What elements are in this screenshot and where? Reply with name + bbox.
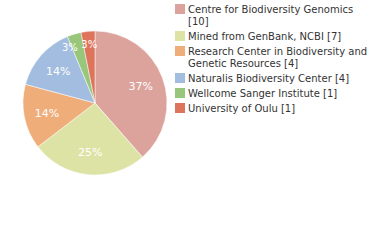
data-labels: 37% 25% 14% 14% 3%3% xyxy=(35,39,153,158)
data-label: 25% xyxy=(78,146,102,159)
legend-label: Centre for Biodiversity Genomics[10] xyxy=(188,4,353,27)
legend-label: Mined from GenBank, NCBI [7] xyxy=(188,31,341,42)
legend-label: Research Center in Biodiversity andGenet… xyxy=(188,46,367,69)
legend-label: University of Oulu [1] xyxy=(188,103,295,114)
legend-swatch xyxy=(175,31,185,41)
legend-swatch xyxy=(175,73,185,83)
legend-swatch xyxy=(175,88,185,98)
legend-swatch xyxy=(175,4,185,14)
data-label: 14% xyxy=(35,107,59,120)
legend-swatch xyxy=(175,46,185,56)
data-label: 37% xyxy=(129,80,153,93)
pie xyxy=(23,31,167,175)
data-label: 3% xyxy=(62,42,78,53)
data-label: 14% xyxy=(46,65,70,78)
legend-label: Wellcome Sanger Institute [1] xyxy=(188,88,337,99)
legend: Centre for Biodiversity Genomics[10] Mine… xyxy=(175,4,367,114)
legend-label: Naturalis Biodiversity Center [4] xyxy=(188,73,349,84)
legend-swatch xyxy=(175,103,185,113)
chart: 37% 25% 14% 14% 3%3% Centre for Biodiversity … xyxy=(0,0,380,240)
data-label: 3% xyxy=(81,39,97,50)
